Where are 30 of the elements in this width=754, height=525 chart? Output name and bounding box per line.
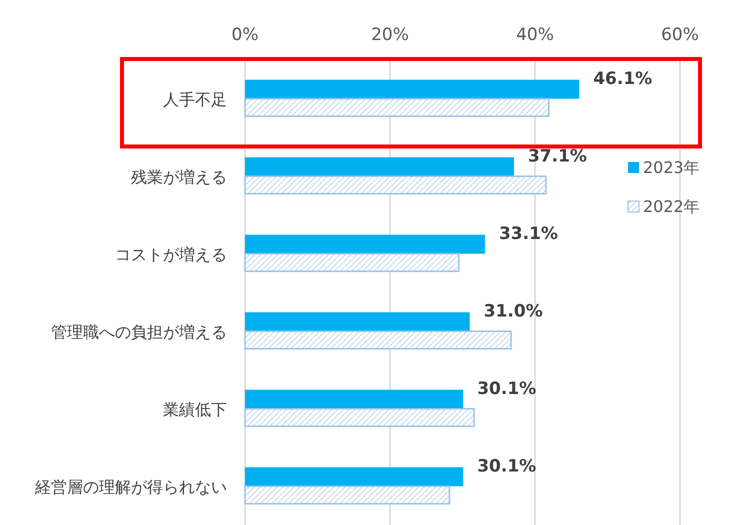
x-tick-label: 20% xyxy=(371,25,409,45)
bar xyxy=(244,330,512,350)
data-label: 46.1% xyxy=(593,68,652,89)
bar xyxy=(244,253,460,272)
data-label: 31.0% xyxy=(484,301,543,322)
legend-label: 2023年 xyxy=(643,158,700,177)
y-tick-label: コストが増える xyxy=(115,244,227,264)
y-tick-label: 残業が増える xyxy=(131,167,227,186)
y-tick-label: 業績低下 xyxy=(163,400,227,419)
bar xyxy=(244,408,475,427)
data-label: 30.1% xyxy=(477,378,536,399)
legend-label: 2022年 xyxy=(643,197,700,216)
bar xyxy=(245,390,464,409)
bar xyxy=(245,157,514,176)
x-tick-label: 0% xyxy=(232,25,258,45)
x-tick-label: 60% xyxy=(661,25,699,45)
data-label: 37.1% xyxy=(528,146,587,166)
x-tick-label: 40% xyxy=(516,25,554,45)
bar xyxy=(244,176,547,194)
bar xyxy=(245,234,485,254)
y-tick-label: 人手不足 xyxy=(163,90,227,109)
bar xyxy=(244,486,450,504)
bar xyxy=(245,80,580,99)
y-tick-label: 経営層の理解が得られない xyxy=(34,477,227,496)
bar xyxy=(245,312,470,332)
y-tick-label: 管理職への負担が増える xyxy=(51,322,227,342)
data-label: 33.1% xyxy=(498,224,558,244)
data-label: 30.1% xyxy=(477,456,536,476)
bar xyxy=(245,467,464,486)
bar xyxy=(244,98,550,117)
